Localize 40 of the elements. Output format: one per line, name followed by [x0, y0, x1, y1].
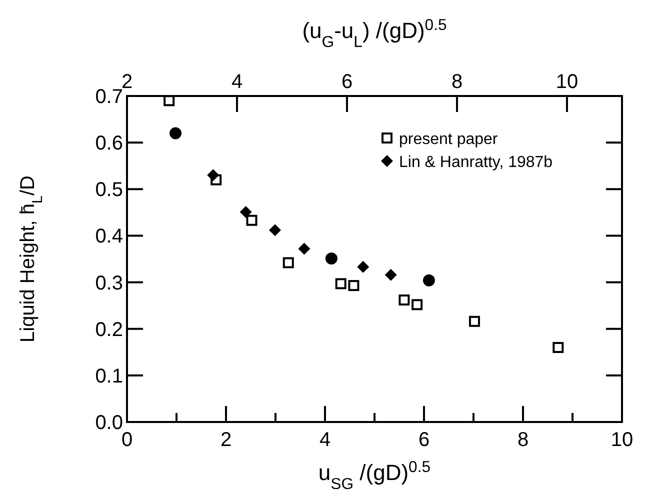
- x2-tick-label: 8: [451, 71, 463, 93]
- point: [384, 268, 397, 281]
- point: [269, 224, 282, 236]
- point: [207, 169, 220, 182]
- x-tick-label: 2: [220, 429, 232, 451]
- point: [282, 257, 294, 268]
- point: [348, 280, 360, 292]
- point: [298, 242, 310, 255]
- y-tick-label: 0.5: [95, 179, 123, 202]
- point: [246, 214, 258, 226]
- y-tick-label: 0.7: [95, 86, 123, 108]
- x2-axis-title: (u$_{G}$-u$_{L}$) /(gD)$^{0.5}$: [302, 16, 447, 50]
- x-tick-label: 0: [121, 429, 133, 451]
- point: [170, 127, 182, 140]
- legend-label: Lin & Hanratty, 1987b: [399, 154, 553, 171]
- point: [552, 342, 564, 353]
- point: [357, 260, 370, 273]
- x-tick-label: 8: [517, 429, 529, 451]
- y-tick-label: 0.2: [95, 318, 123, 341]
- y-tick-label: 0.1: [95, 365, 123, 388]
- point: [468, 316, 480, 327]
- x-tick-label: 6: [418, 429, 430, 451]
- x2-tick-label: 2: [121, 71, 133, 93]
- x2-tick-label: 6: [341, 71, 353, 93]
- y-tick-label: 0.4: [95, 226, 123, 248]
- x-tick-label: 10: [610, 429, 634, 451]
- x-axis-title: u$_{SG}$ /(gD)$^{0.5}$: [318, 458, 431, 491]
- y-tick-label: 0.3: [95, 272, 123, 294]
- x2-tick-label: 10: [556, 71, 578, 93]
- point: [398, 294, 410, 306]
- x2-tick-label: 4: [231, 71, 243, 93]
- point: [325, 252, 338, 265]
- legend-label: present paper: [399, 131, 498, 148]
- y-tick-label: 0.6: [95, 132, 123, 155]
- point: [422, 274, 435, 286]
- x-tick-label: 4: [319, 429, 331, 451]
- y-tick-label: 0.0: [95, 412, 123, 434]
- point: [412, 299, 423, 310]
- point: [335, 278, 346, 290]
- point: [240, 206, 252, 218]
